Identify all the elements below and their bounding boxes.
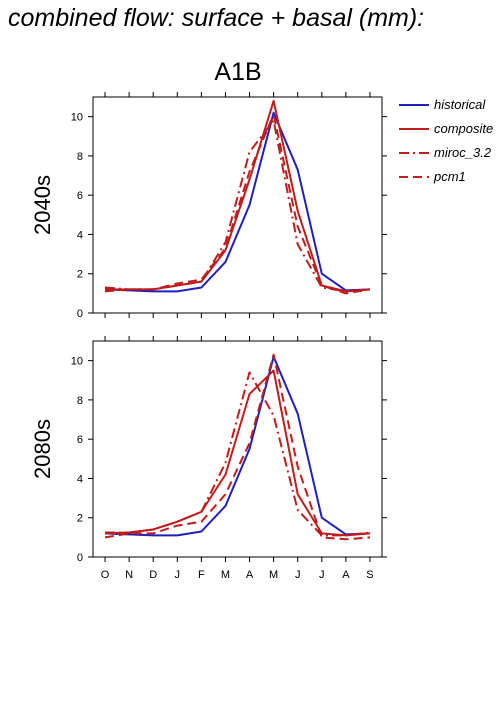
series-line-historical bbox=[104, 111, 371, 293]
x-tick-label: N bbox=[125, 569, 133, 581]
y-tick-label: 6 bbox=[77, 190, 83, 202]
x-tick-label: J bbox=[175, 569, 181, 581]
y-tick-label: 8 bbox=[77, 151, 83, 163]
plot-frame bbox=[92, 96, 383, 314]
legend: historical composite miroc_3.2 pcm1 bbox=[399, 97, 493, 184]
y-tick-label: 0 bbox=[77, 308, 83, 320]
y-tick-label: 0 bbox=[77, 552, 83, 564]
panel-label: 2080s bbox=[30, 419, 55, 479]
series-line-miroc_3.2 bbox=[105, 371, 371, 537]
series-line-composite bbox=[104, 369, 371, 537]
series-line-composite bbox=[105, 99, 371, 293]
x-tick-label: A bbox=[342, 569, 350, 581]
panel-2080s: 0 2 4 6 8 10 O N D J F M A M J J A S 2080s bbox=[30, 336, 387, 581]
x-tick-label: S bbox=[366, 569, 373, 581]
figure-title: combined flow: surface + basal (mm): bbox=[8, 4, 425, 32]
y-tick-label: 4 bbox=[77, 229, 83, 241]
scenario-title: A1B bbox=[214, 58, 261, 86]
x-tick-label: J bbox=[319, 569, 325, 581]
y-tick-label: 2 bbox=[77, 513, 83, 525]
series-line-pcm1 bbox=[104, 113, 371, 295]
legend-label: pcm1 bbox=[433, 169, 466, 184]
plot-frame bbox=[92, 340, 383, 558]
x-tick-label: D bbox=[149, 569, 157, 581]
y-tick-label: 2 bbox=[77, 269, 83, 281]
x-tick-label: A bbox=[246, 569, 254, 581]
x-tick-label: J bbox=[295, 569, 301, 581]
y-tick-label: 8 bbox=[77, 395, 83, 407]
y-tick-label: 4 bbox=[77, 473, 83, 485]
x-tick-label: M bbox=[221, 569, 230, 581]
y-tick-label: 10 bbox=[71, 112, 83, 124]
y-tick-label: 6 bbox=[77, 434, 83, 446]
legend-label: composite bbox=[434, 121, 493, 136]
panel-label: 2040s bbox=[30, 175, 55, 235]
panel-2040s: 0 2 4 6 8 10 2040s bbox=[30, 92, 387, 320]
series-line-miroc_3.2 bbox=[104, 119, 371, 293]
x-tick-label: F bbox=[198, 569, 205, 581]
legend-label: miroc_3.2 bbox=[434, 145, 492, 160]
series-line-pcm1 bbox=[104, 353, 371, 541]
y-tick-label: 10 bbox=[71, 356, 83, 368]
x-tick-label: O bbox=[101, 569, 110, 581]
series-line-historical bbox=[104, 355, 371, 537]
legend-label: historical bbox=[434, 97, 486, 112]
x-tick-label: M bbox=[269, 569, 278, 581]
